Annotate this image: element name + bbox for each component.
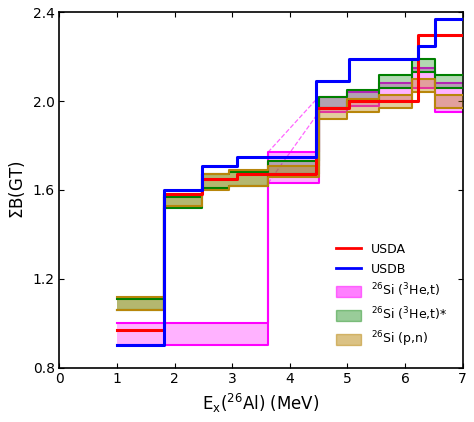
Y-axis label: $\Sigma$B(GT): $\Sigma$B(GT)	[7, 161, 27, 219]
Polygon shape	[117, 68, 463, 345]
X-axis label: $\mathrm{E_x(^{26}Al)}$ (MeV): $\mathrm{E_x(^{26}Al)}$ (MeV)	[202, 392, 320, 415]
Legend: USDA, USDB, $^{26}$Si ($^{3}$He,t), $^{26}$Si ($^{3}$He,t)*, $^{26}$Si (p,n): USDA, USDB, $^{26}$Si ($^{3}$He,t), $^{2…	[331, 238, 452, 354]
Polygon shape	[117, 59, 463, 310]
Polygon shape	[117, 79, 463, 310]
